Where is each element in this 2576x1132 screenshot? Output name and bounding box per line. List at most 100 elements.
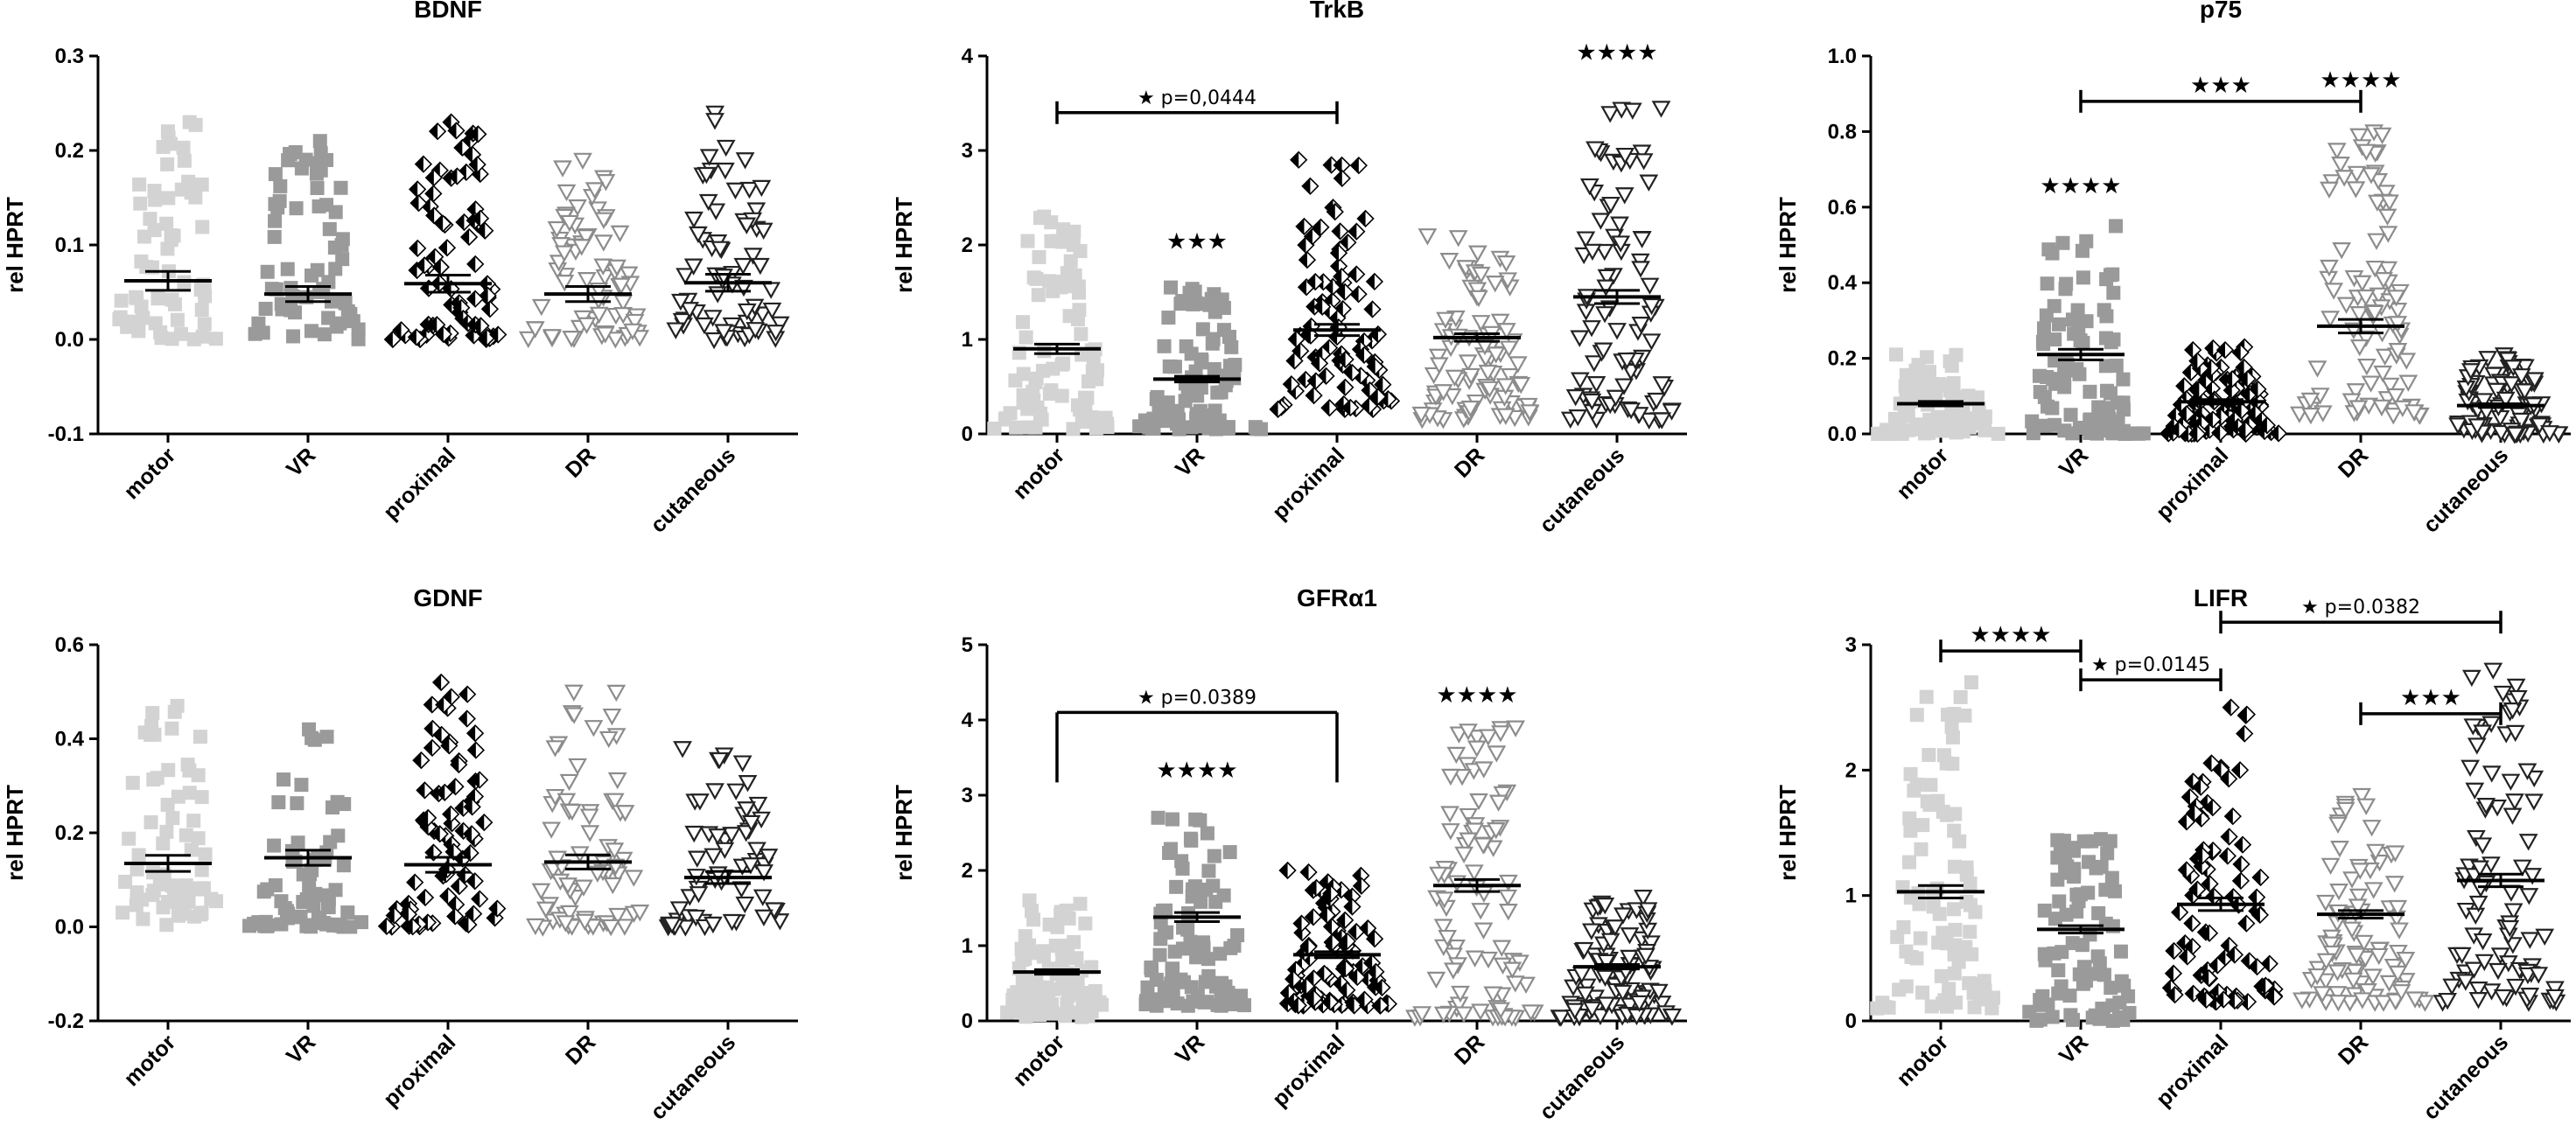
data-point <box>1947 706 1962 721</box>
data-point <box>194 303 209 318</box>
data-point <box>429 122 446 140</box>
series-motor <box>1871 347 2006 441</box>
data-point <box>2370 947 2388 965</box>
data-point <box>676 268 695 284</box>
data-point <box>1479 951 1498 968</box>
data-point <box>1607 323 1627 339</box>
data-point <box>188 117 203 132</box>
data-point <box>2325 283 2343 299</box>
series-cutaneous <box>659 741 789 936</box>
data-point <box>308 886 323 901</box>
data-point <box>716 162 734 179</box>
significance-stars: ★★★★ <box>1576 40 1657 66</box>
data-point <box>1029 371 1044 386</box>
data-point <box>2035 334 2050 349</box>
data-point <box>1194 894 1208 909</box>
y-tick-label: 0.6 <box>55 633 84 657</box>
data-point <box>2232 872 2250 890</box>
data-point <box>1031 288 1046 303</box>
data-point <box>416 889 434 906</box>
data-point <box>1221 985 1236 1000</box>
data-point <box>594 234 612 251</box>
data-point <box>2103 834 2118 849</box>
data-point <box>1472 903 1490 919</box>
y-tick-label: 0.4 <box>1828 271 1858 295</box>
data-point <box>2328 143 2346 159</box>
data-point <box>1366 273 1383 290</box>
data-point <box>2121 989 2136 1003</box>
x-tick-label-dr: DR <box>2334 443 2373 482</box>
data-point <box>1157 926 1172 940</box>
data-point <box>304 324 318 339</box>
series-dr <box>2290 124 2429 424</box>
data-point <box>1978 983 1992 998</box>
x-tick-label-cutaneous: cutaneous <box>646 443 740 537</box>
data-point <box>1944 719 1959 734</box>
data-point <box>1902 855 1917 870</box>
data-point <box>289 201 304 216</box>
data-point <box>1061 911 1076 926</box>
data-point <box>176 140 191 155</box>
data-point <box>2051 317 2066 332</box>
data-point <box>1936 804 1950 819</box>
data-point <box>1170 403 1185 418</box>
data-point <box>2330 840 2349 857</box>
data-point <box>1200 995 1214 1010</box>
data-point <box>160 797 175 812</box>
data-point <box>705 113 724 129</box>
panel-title: GFRα1 <box>1297 584 1377 611</box>
data-point <box>192 881 207 896</box>
series-dr <box>1412 228 1539 429</box>
data-point <box>1427 971 1446 988</box>
panel-title: TrkB <box>1310 0 1364 23</box>
data-point <box>1299 863 1318 881</box>
data-point <box>1934 968 1949 983</box>
data-point <box>2462 669 2481 687</box>
data-point <box>1018 330 1033 345</box>
y-tick-label: -0.1 <box>48 423 84 446</box>
data-point <box>580 808 598 825</box>
data-point <box>1499 874 1517 891</box>
series-motor <box>1000 893 1109 1024</box>
data-point <box>1032 249 1046 264</box>
data-point <box>2106 285 2121 300</box>
bracket-label: ★ p=0.0382 <box>2301 597 2420 618</box>
data-point <box>145 706 160 721</box>
data-point <box>2084 834 2099 849</box>
data-point <box>312 134 327 149</box>
data-point <box>1138 997 1153 1012</box>
data-point <box>1018 394 1032 409</box>
data-point <box>2524 793 2543 810</box>
data-point <box>1489 794 1508 811</box>
series-proximal <box>378 674 507 936</box>
data-point <box>2056 834 2071 849</box>
data-point <box>1037 344 1052 359</box>
series-cutaneous <box>2433 662 2566 1011</box>
data-point <box>424 739 441 757</box>
data-point <box>191 831 206 846</box>
series-dr <box>526 684 649 936</box>
significance-bracket: ★ p=0,0444 <box>1055 87 1339 124</box>
data-point <box>258 302 273 317</box>
data-point <box>1175 941 1190 956</box>
data-point <box>1903 766 1918 781</box>
data-point <box>125 775 140 790</box>
significance-bracket: ★★★ <box>2079 73 2362 113</box>
data-point <box>1169 879 1184 894</box>
x-tick-label-motor: motor <box>119 443 180 504</box>
data-point <box>2362 820 2381 836</box>
data-point <box>604 877 622 894</box>
data-point <box>2357 358 2376 375</box>
data-point <box>2521 932 2539 948</box>
y-tick-label: 0 <box>1845 1010 1857 1033</box>
data-point <box>2328 816 2348 833</box>
data-point <box>1950 418 1965 433</box>
data-point <box>2399 374 2418 391</box>
data-point <box>2077 961 2092 975</box>
data-point <box>2222 698 2240 716</box>
data-point <box>2234 835 2251 854</box>
data-point <box>153 325 168 339</box>
data-point <box>2321 311 2340 327</box>
data-point <box>2357 798 2376 814</box>
data-point <box>1440 806 1460 822</box>
